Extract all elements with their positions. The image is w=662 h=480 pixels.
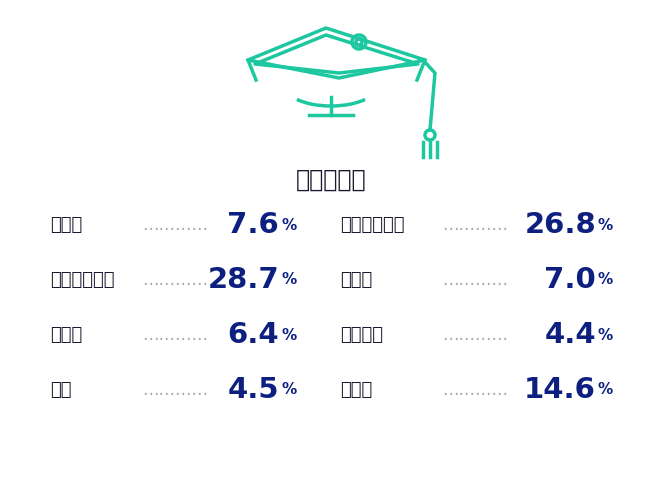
Text: 4.4: 4.4 (544, 321, 596, 349)
Text: 7.6: 7.6 (227, 211, 279, 239)
Text: 6.4: 6.4 (227, 321, 279, 349)
Text: 14.6: 14.6 (524, 376, 596, 404)
Text: …………: ………… (442, 271, 508, 289)
Text: 社会学系: 社会学系 (340, 326, 383, 344)
Text: 文学・語学系: 文学・語学系 (50, 271, 115, 289)
Text: 4.5: 4.5 (228, 376, 279, 404)
Text: …………: ………… (142, 271, 208, 289)
Text: その他: その他 (340, 381, 372, 399)
Text: 国際系: 国際系 (340, 271, 372, 289)
Text: …………: ………… (442, 381, 508, 399)
Text: %: % (598, 273, 613, 288)
Text: …………: ………… (142, 216, 208, 234)
Text: …………: ………… (142, 381, 208, 399)
Text: …………: ………… (442, 326, 508, 344)
Text: %: % (598, 327, 613, 343)
Text: …………: ………… (442, 216, 508, 234)
Text: %: % (598, 383, 613, 397)
Text: 28.7: 28.7 (207, 266, 279, 294)
Text: 理系: 理系 (50, 381, 71, 399)
Text: %: % (281, 273, 297, 288)
Text: %: % (281, 383, 297, 397)
Text: 7.0: 7.0 (544, 266, 596, 294)
Text: 26.8: 26.8 (524, 211, 596, 239)
Text: 法律系: 法律系 (50, 216, 82, 234)
Text: %: % (281, 217, 297, 232)
Text: …………: ………… (142, 326, 208, 344)
Text: %: % (281, 327, 297, 343)
Text: 経済・経営系: 経済・経営系 (340, 216, 404, 234)
Text: 学部別比率: 学部別比率 (296, 168, 366, 192)
Text: 商学系: 商学系 (50, 326, 82, 344)
Text: %: % (598, 217, 613, 232)
